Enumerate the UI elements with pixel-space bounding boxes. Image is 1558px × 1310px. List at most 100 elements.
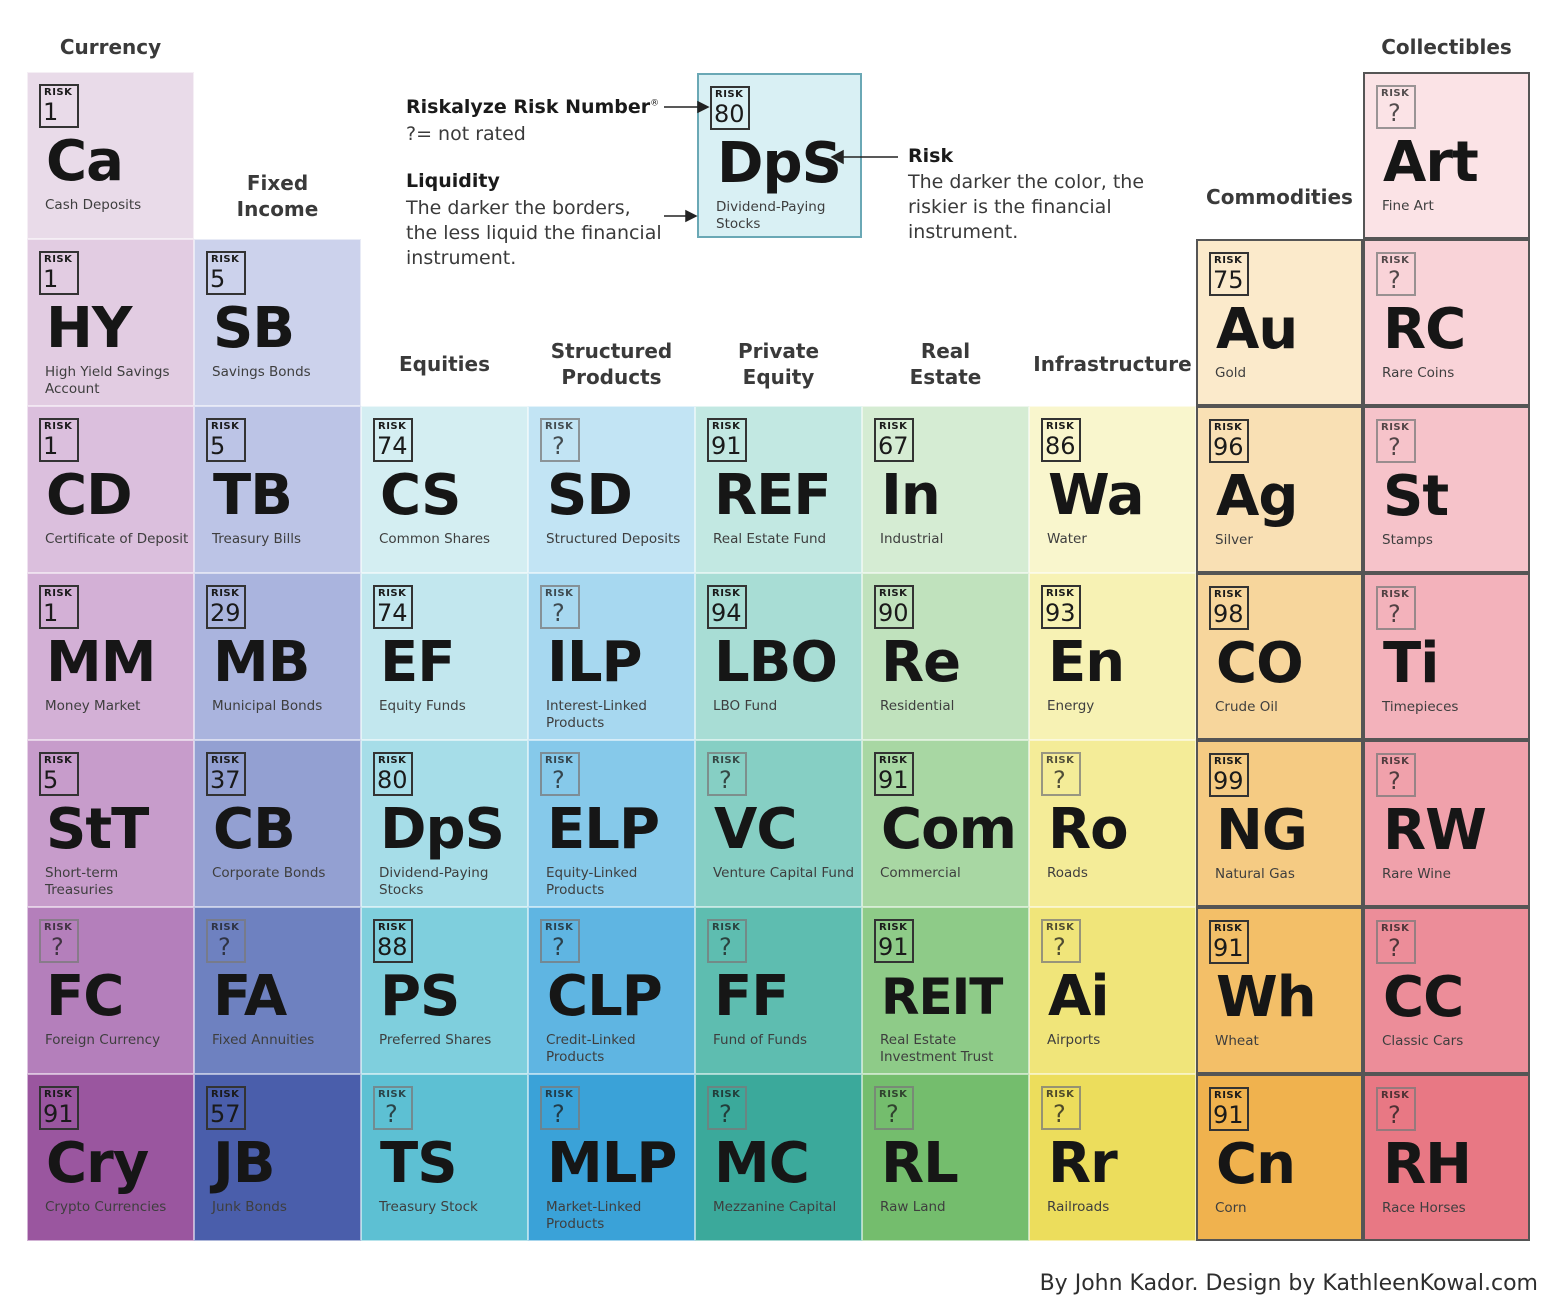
- risk-box: RISK?: [1376, 1087, 1416, 1131]
- risk-box: RISK 1: [39, 585, 79, 629]
- element-name: Crypto Currencies: [45, 1199, 167, 1215]
- risk-value: ?: [719, 1100, 732, 1128]
- risk-value: 98: [1213, 600, 1244, 628]
- element-name: Residential: [880, 698, 955, 714]
- element-name: Cash Deposits: [45, 197, 142, 213]
- element-name: Rare Coins: [1382, 365, 1455, 381]
- element-ps: RISK 88 PS Preferred Shares: [361, 907, 528, 1074]
- risk-box: RISK 99: [1209, 753, 1249, 797]
- element-name: Raw Land: [880, 1199, 946, 1215]
- risk-value: ?: [552, 1100, 565, 1128]
- element-name: Race Horses: [1382, 1200, 1466, 1216]
- legend-risk-text: The darker the color, the riskier is the…: [908, 171, 1145, 243]
- risk-value: 1: [43, 432, 59, 460]
- element-name: Equity Funds: [379, 698, 466, 714]
- element-symbol: FA: [213, 964, 287, 1029]
- risk-label: RISK: [378, 1089, 407, 1100]
- element-symbol: Cry: [46, 1131, 149, 1196]
- risk-value: ?: [886, 1100, 899, 1128]
- risk-label: RISK: [1046, 1089, 1075, 1100]
- risk-value: ?: [1388, 266, 1401, 294]
- risk-value: 29: [210, 599, 241, 627]
- element-symbol: RL: [881, 1131, 959, 1196]
- element-name: Fixed Annuities: [212, 1032, 315, 1048]
- risk-value: 91: [711, 432, 742, 460]
- risk-value: ?: [218, 933, 231, 961]
- element-ti: RISK? Ti Timepieces: [1363, 573, 1530, 740]
- risk-value: 37: [210, 766, 241, 794]
- element-cb: RISK 37 CB Corporate Bonds: [194, 740, 361, 907]
- risk-box: RISK 1: [39, 251, 79, 295]
- element-re: RISK 90 Re Residential: [862, 573, 1029, 740]
- element-name: Dividend-Paying Stocks: [379, 865, 489, 898]
- risk-value: 91: [43, 1100, 74, 1128]
- element-wa: RISK 86 Wa Water: [1029, 406, 1196, 573]
- element-name: Railroads: [1047, 1199, 1110, 1215]
- element-symbol: MLP: [547, 1131, 677, 1196]
- risk-label: RISK: [879, 755, 908, 766]
- element-symbol: Wa: [1048, 463, 1145, 528]
- element-name: Interest-Linked Products: [546, 698, 647, 731]
- risk-box: RISK?: [1041, 919, 1081, 963]
- element-symbol: Au: [1216, 297, 1298, 362]
- element-symbol: PS: [380, 964, 460, 1029]
- risk-label: RISK: [1381, 1090, 1410, 1101]
- risk-box: RISK?: [707, 919, 747, 963]
- risk-value: 99: [1213, 767, 1244, 795]
- risk-label: RISK: [712, 1089, 741, 1100]
- element-symbol: CLP: [547, 964, 663, 1029]
- element-com: RISK 91 Com Commercial: [862, 740, 1029, 907]
- element-name: Credit-Linked Products: [546, 1032, 636, 1065]
- risk-label: RISK: [44, 588, 73, 599]
- element-clp: RISK? CLP Credit-Linked Products: [528, 907, 695, 1074]
- element-symbol: Ai: [1048, 964, 1110, 1029]
- risk-box: RISK?: [1376, 419, 1416, 463]
- risk-value: 5: [210, 265, 226, 293]
- risk-label: RISK: [712, 922, 741, 933]
- element-ef: RISK 74 EF Equity Funds: [361, 573, 528, 740]
- risk-label: RISK: [1381, 756, 1410, 767]
- risk-value: 94: [711, 599, 742, 627]
- element-symbol: VC: [714, 797, 797, 862]
- column-header: Real Estate: [909, 339, 982, 389]
- element-en: RISK 93 En Energy: [1029, 573, 1196, 740]
- risk-value: ?: [385, 1100, 398, 1128]
- element-rr: RISK? Rr Railroads: [1029, 1074, 1196, 1241]
- risk-box: RISK 57: [206, 1086, 246, 1130]
- risk-box: RISK?: [540, 752, 580, 796]
- arrowhead-risk: [830, 149, 844, 165]
- risk-value: 91: [1213, 934, 1244, 962]
- element-symbol: MB: [213, 630, 310, 695]
- risk-box: RISK 88: [373, 919, 413, 963]
- risk-value: 91: [878, 766, 909, 794]
- element-symbol: ILP: [547, 630, 643, 695]
- risk-value: 1: [43, 98, 59, 126]
- element-symbol: Wh: [1216, 965, 1317, 1030]
- risk-box: RISK 86: [1041, 418, 1081, 462]
- element-symbol: REF: [714, 463, 832, 528]
- column-header: Private Equity: [737, 339, 820, 389]
- risk-label: RISK: [1214, 255, 1243, 266]
- risk-label: RISK: [545, 1089, 574, 1100]
- element-stt: RISK 5 StT Short-term Treasuries: [27, 740, 194, 907]
- risk-label: RISK: [1214, 422, 1243, 433]
- column-header: Structured Products: [550, 339, 673, 389]
- element-symbol: DpS: [717, 131, 842, 196]
- risk-box: RISK 91: [1209, 920, 1249, 964]
- element-name: Real Estate Investment Trust: [880, 1032, 994, 1065]
- element-mlp: RISK? MLP Market-Linked Products: [528, 1074, 695, 1241]
- risk-label: RISK: [545, 922, 574, 933]
- risk-label: RISK: [1214, 923, 1243, 934]
- element-name: Industrial: [880, 531, 944, 547]
- risk-value: 80: [377, 766, 408, 794]
- risk-box: RISK?: [1376, 85, 1416, 129]
- credit-line: By John Kador. Design by KathleenKowal.c…: [1039, 1271, 1538, 1296]
- risk-label: RISK: [1046, 588, 1075, 599]
- element-name: Corporate Bonds: [212, 865, 326, 881]
- risk-box: RISK?: [707, 1086, 747, 1130]
- risk-box: RISK?: [1376, 252, 1416, 296]
- risk-label: RISK: [1381, 923, 1410, 934]
- element-co: RISK 98 CO Crude Oil: [1196, 573, 1363, 740]
- risk-value: 74: [377, 599, 408, 627]
- element-name: Timepieces: [1382, 699, 1459, 715]
